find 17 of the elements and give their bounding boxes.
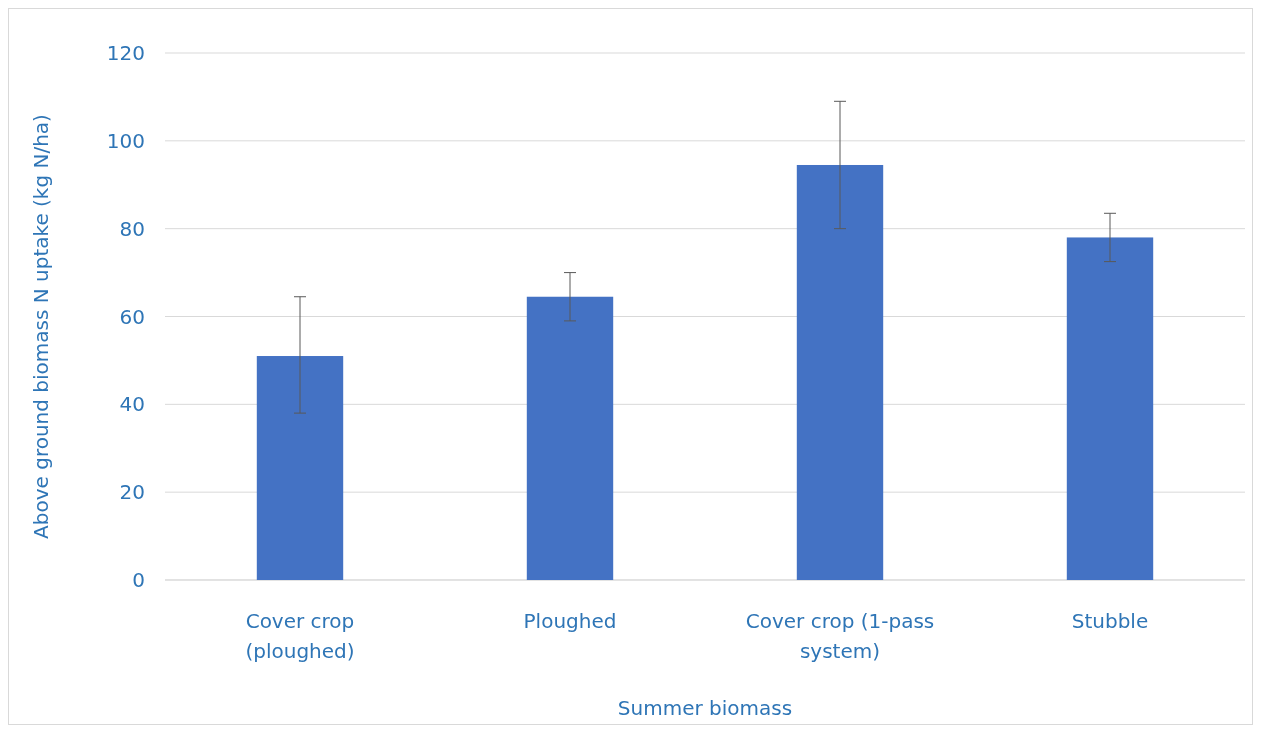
x-axis-title: Summer biomass xyxy=(617,696,793,720)
y-tick-label: 120 xyxy=(106,41,145,65)
y-axis-title: Above ground biomass N uptake (kg N/ha) xyxy=(29,114,53,539)
bar xyxy=(256,356,344,580)
y-tick-label: 80 xyxy=(119,216,145,241)
y-tick-label: 40 xyxy=(119,392,145,417)
y-tick-label: 0 xyxy=(132,568,145,592)
y-tick-label: 20 xyxy=(119,480,145,505)
x-tick-label: Ploughed xyxy=(523,609,617,633)
bar xyxy=(1066,237,1154,580)
x-tick-label: Stubble xyxy=(1071,609,1149,633)
bar xyxy=(796,164,884,580)
y-tick-label: 60 xyxy=(119,304,145,329)
y-tick-label: 100 xyxy=(106,128,145,153)
x-tick-label: Cover crop (1-pass system) xyxy=(745,609,935,663)
x-tick-label: Cover crop (ploughed) xyxy=(245,609,355,663)
bar xyxy=(526,296,614,580)
